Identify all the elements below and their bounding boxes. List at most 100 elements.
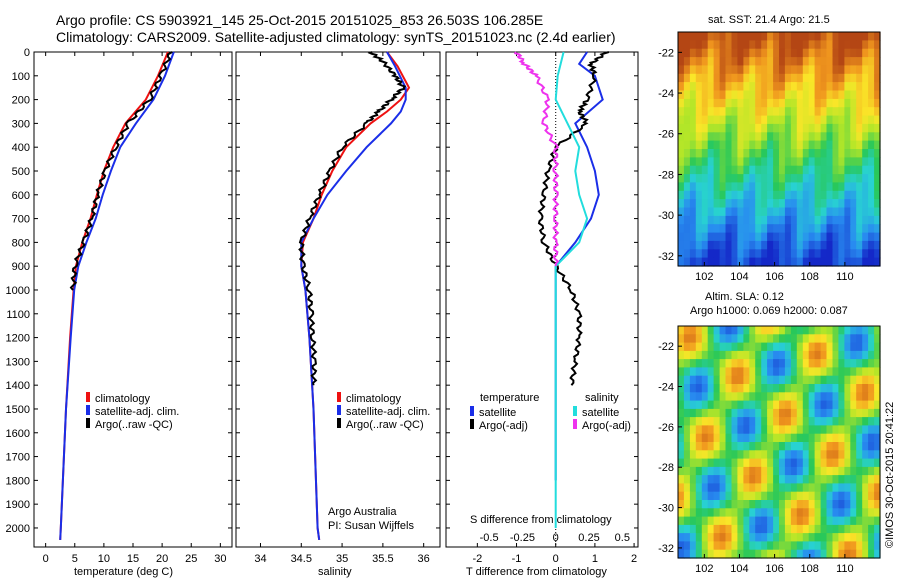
map-cell <box>773 140 780 150</box>
map-cell <box>749 400 756 410</box>
map-cell <box>767 417 774 426</box>
map-cell <box>868 516 875 526</box>
map-cell <box>737 57 744 67</box>
map-cell <box>755 82 762 92</box>
map-cell <box>808 392 816 402</box>
map-cell <box>743 466 750 476</box>
map-cell <box>790 491 798 501</box>
map-cell <box>814 367 822 377</box>
map-cell <box>719 524 727 534</box>
map-cell <box>784 326 792 335</box>
map-cell <box>743 500 750 509</box>
map-cell <box>796 65 804 75</box>
map-cell <box>856 165 863 175</box>
map-cell <box>832 367 839 377</box>
map-cell <box>731 367 738 377</box>
map-cell <box>707 240 715 250</box>
map-cell <box>844 342 851 352</box>
map-cell <box>868 326 875 335</box>
map-cell <box>737 240 744 250</box>
map-cell <box>678 115 685 125</box>
map-cell <box>725 132 732 142</box>
map-cell <box>701 165 709 175</box>
map-cell <box>743 375 750 385</box>
map-cell <box>874 73 881 83</box>
map-cell <box>725 224 732 234</box>
map-cell <box>850 458 857 468</box>
map-cell <box>678 408 685 418</box>
map-cell <box>731 207 738 217</box>
map-cell <box>779 199 786 209</box>
map-cell <box>874 98 881 108</box>
map-cell <box>713 207 721 217</box>
map-cell <box>838 224 845 234</box>
map-cell <box>832 240 839 250</box>
map-cell <box>761 491 768 501</box>
p2-legend: climatology satellite-adj. clim. Argo(..… <box>337 392 430 431</box>
map-cell <box>731 215 738 225</box>
map-cell <box>743 475 750 484</box>
map-cell <box>802 367 810 377</box>
y-tick-label: 2000 <box>6 523 30 535</box>
map-cell <box>856 207 863 217</box>
map-cell <box>820 249 828 259</box>
map-cell <box>856 342 863 352</box>
map-cell <box>868 408 875 418</box>
map-cell <box>808 90 816 100</box>
map-cell <box>767 508 774 518</box>
map-cell <box>784 549 792 559</box>
map-cell <box>868 458 875 468</box>
map-cell <box>838 249 845 259</box>
map-cell <box>862 32 869 41</box>
map-cell <box>826 408 833 418</box>
map-cell <box>773 190 780 200</box>
map-cell <box>838 533 845 542</box>
map-cell <box>743 549 750 559</box>
map-cell <box>862 257 869 267</box>
map-cell <box>832 224 839 234</box>
map-cell <box>707 342 715 352</box>
map-cell <box>862 425 869 435</box>
map-cell <box>862 215 869 225</box>
map-cell <box>707 433 715 443</box>
map-cell <box>737 40 744 50</box>
map-cell <box>755 48 762 58</box>
map-cell <box>874 32 881 41</box>
map-cell <box>719 491 727 501</box>
map-cell <box>808 123 816 133</box>
map-cell <box>767 342 774 352</box>
map-cell <box>868 157 875 167</box>
map-cell <box>678 433 685 443</box>
map-cell <box>725 107 732 117</box>
map-cell <box>761 442 768 451</box>
map-cell <box>784 98 792 108</box>
map-cell <box>868 132 875 142</box>
map-cell <box>844 57 851 67</box>
map-cell <box>844 224 851 234</box>
map-cell <box>808 466 816 476</box>
map-cell <box>820 450 828 460</box>
x-tick-label: 34 <box>254 553 266 565</box>
map-cell <box>856 240 863 250</box>
map-x-tick-label: 108 <box>801 563 819 575</box>
map-cell <box>779 408 786 418</box>
map-cell <box>713 57 721 67</box>
map-cell <box>856 433 863 443</box>
legend-sal-argo: Argo(-adj) <box>573 419 631 432</box>
map-cell <box>755 40 762 50</box>
map-cell <box>784 508 792 518</box>
map-cell <box>796 367 804 377</box>
map-cell <box>678 249 685 259</box>
map-cell <box>874 123 881 133</box>
map-cell <box>749 48 756 58</box>
map-cell <box>874 115 881 125</box>
map-cell <box>802 533 810 542</box>
map-cell <box>838 425 845 435</box>
map-cell <box>796 57 804 67</box>
map-cell <box>719 57 727 67</box>
map-cell <box>874 508 881 518</box>
map-cell <box>743 115 750 125</box>
map-cell <box>678 375 685 385</box>
map-cell <box>701 466 709 476</box>
map-cell <box>725 326 732 335</box>
